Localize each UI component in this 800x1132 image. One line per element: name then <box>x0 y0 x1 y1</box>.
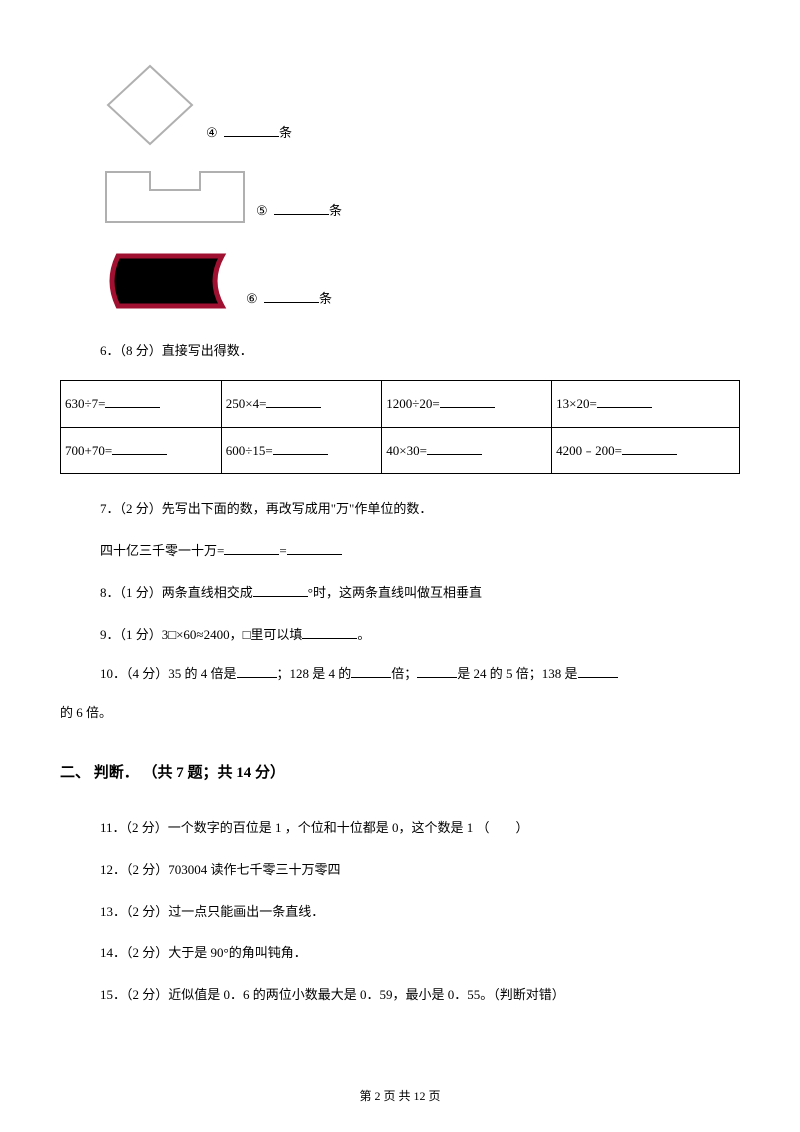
table-cell: 600÷15= <box>221 427 382 474</box>
table-cell: 1200÷20= <box>382 380 552 427</box>
section-2-title: 二、 判断． （共 7 题；共 14 分） <box>60 754 740 793</box>
q11: 11．（2 分）一个数字的百位是 1 ，个位和十位都是 0，这个数是 1 （ ） <box>60 811 740 845</box>
table-row: 700+70= 600÷15= 40×30= 4200﹣200= <box>61 427 740 474</box>
ushape <box>100 168 250 228</box>
item4-num: ④ <box>206 116 224 150</box>
table-cell: 250×4= <box>221 380 382 427</box>
item4-blank <box>224 123 279 137</box>
q13: 13．（2 分）过一点只能画出一条直线． <box>60 895 740 929</box>
q14: 14．（2 分）大于是 90°的角叫钝角． <box>60 936 740 970</box>
item6-num: ⑥ <box>246 282 264 316</box>
table-cell: 13×20= <box>552 380 740 427</box>
q7-line2: 四十亿三千零一十万== <box>60 534 740 568</box>
shape-item-4: ④ 条 <box>60 60 740 150</box>
item5-num: ⑤ <box>256 194 274 228</box>
q12: 12．（2 分）703004 读作七千零三十万零四 <box>60 853 740 887</box>
item4-suffix: 条 <box>279 116 292 150</box>
item5-blank <box>274 201 329 215</box>
shape-item-6: ⑥ 条 <box>60 246 740 316</box>
shape-item-5: ⑤ 条 <box>60 168 740 228</box>
item6-blank <box>264 289 319 303</box>
blob-shape <box>100 246 240 316</box>
table-row: 630÷7= 250×4= 1200÷20= 13×20= <box>61 380 740 427</box>
item6-suffix: 条 <box>319 282 332 316</box>
item5-suffix: 条 <box>329 194 342 228</box>
q7-line1: 7．（2 分）先写出下面的数，再改写成用"万"作单位的数． <box>60 492 740 526</box>
q9: 9．（1 分）3□×60≈2400，□里可以填。 <box>60 618 740 652</box>
table-cell: 40×30= <box>382 427 552 474</box>
q6-prompt: 6．（8 分）直接写出得数． <box>60 334 740 368</box>
table-cell: 630÷7= <box>61 380 222 427</box>
page-footer: 第 2 页 共 12 页 <box>0 1087 800 1104</box>
q10: 10．（4 分）35 的 4 倍是；128 是 4 的倍；是 24 的 5 倍；… <box>60 660 740 689</box>
q15: 15．（2 分）近似值是 0．6 的两位小数最大是 0．59，最小是 0．55。… <box>60 978 740 1012</box>
table-cell: 700+70= <box>61 427 222 474</box>
diamond-shape <box>100 60 200 150</box>
q8: 8．（1 分）两条直线相交成°时，这两条直线叫做互相垂直 <box>60 576 740 610</box>
q10-tail: 的 6 倍。 <box>60 696 740 730</box>
table-cell: 4200﹣200= <box>552 427 740 474</box>
calc-table: 630÷7= 250×4= 1200÷20= 13×20= 700+70= 60… <box>60 380 740 475</box>
